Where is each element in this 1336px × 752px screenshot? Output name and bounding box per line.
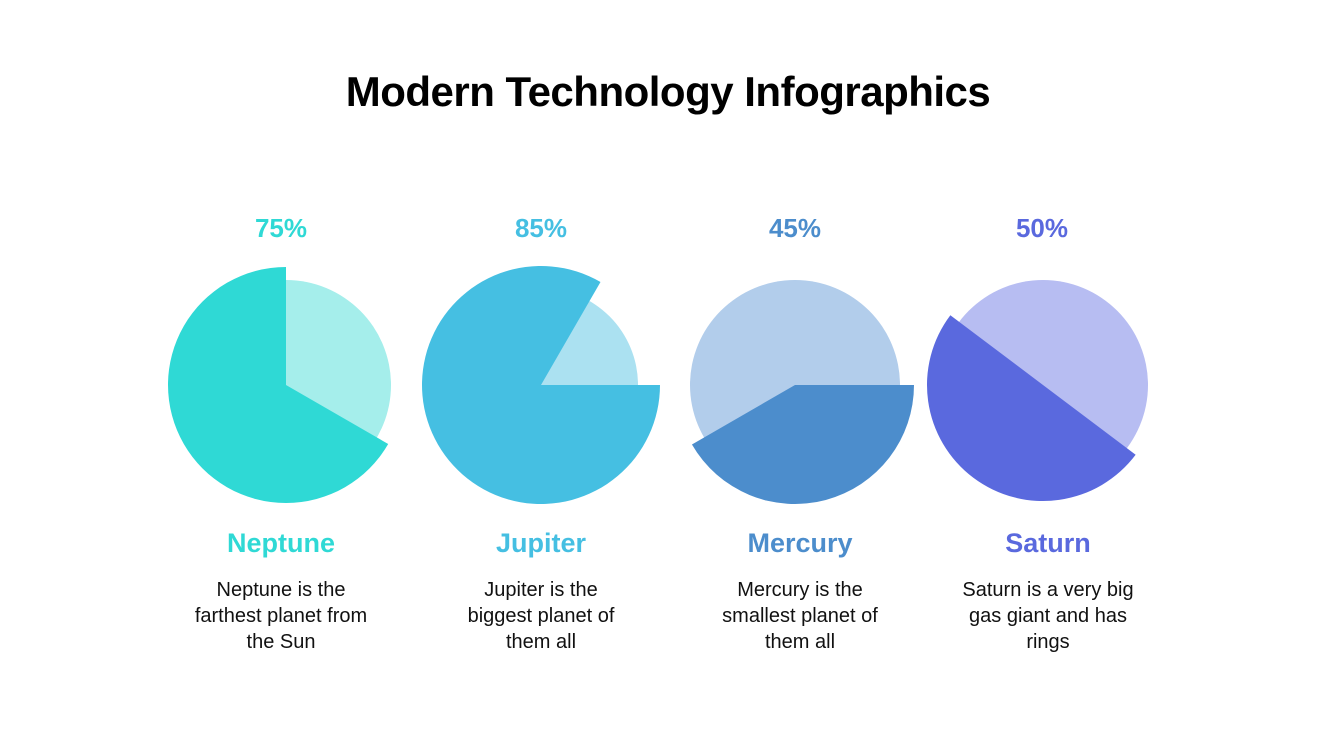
percent-label: 85% — [514, 213, 568, 243]
percent-label: 50% — [1015, 213, 1069, 243]
percent-label: 75% — [254, 213, 308, 243]
planet-description: Neptune is the farthest planet from the … — [194, 579, 368, 653]
planet-description: Jupiter is the biggest planet of them al… — [467, 579, 615, 653]
planet-name: Neptune — [227, 528, 335, 558]
planet-name: Mercury — [747, 528, 853, 558]
pie-slice-jupiter — [422, 265, 660, 504]
pie-slice-mercury — [691, 385, 914, 504]
planet-name: Jupiter — [495, 528, 587, 558]
planet-description: Saturn is a very big gas giant and has r… — [962, 579, 1134, 653]
planet-description: Mercury is the smallest planet of them a… — [722, 579, 878, 653]
page-title: Modern Technology Infographics — [345, 68, 991, 115]
pie-slice-neptune — [167, 267, 389, 503]
percent-label: 45% — [768, 213, 822, 243]
planet-name: Saturn — [1005, 528, 1091, 558]
pie-slice-saturn — [927, 315, 1136, 501]
